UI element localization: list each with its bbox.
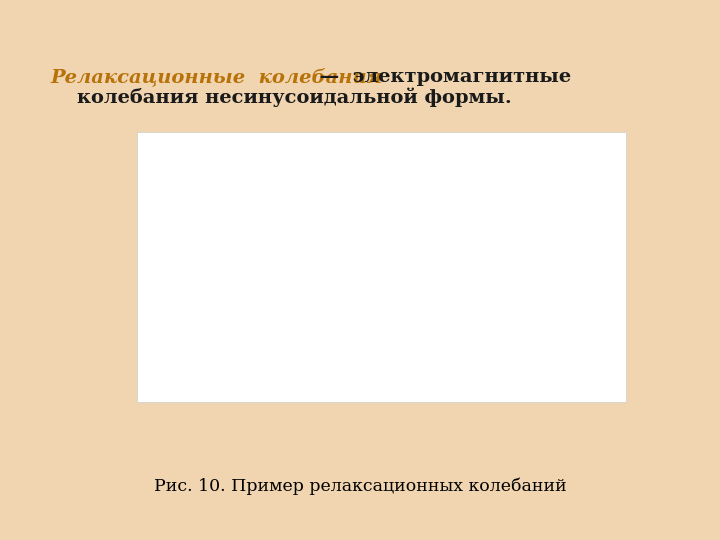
Text: T$_1$: T$_1$: [319, 332, 335, 348]
Text: M: M: [163, 220, 176, 233]
Text: б: б: [577, 183, 587, 197]
Text: T$_2$: T$_2$: [372, 332, 387, 348]
Text: t: t: [616, 317, 622, 331]
Text: Рис. 10. Пример релаксационных колебаний: Рис. 10. Пример релаксационных колебаний: [153, 477, 567, 495]
Text: колебания несинусоидальной формы.: колебания несинусоидальной формы.: [50, 87, 512, 107]
Text: Релаксационные  колебания: Релаксационные колебания: [50, 68, 382, 86]
Text: [Ce$^{4+}$]: [Ce$^{4+}$]: [174, 181, 216, 198]
Text: —  электромагнитные: — электромагнитные: [313, 68, 572, 85]
Text: N: N: [165, 285, 176, 298]
Text: T: T: [342, 353, 351, 367]
